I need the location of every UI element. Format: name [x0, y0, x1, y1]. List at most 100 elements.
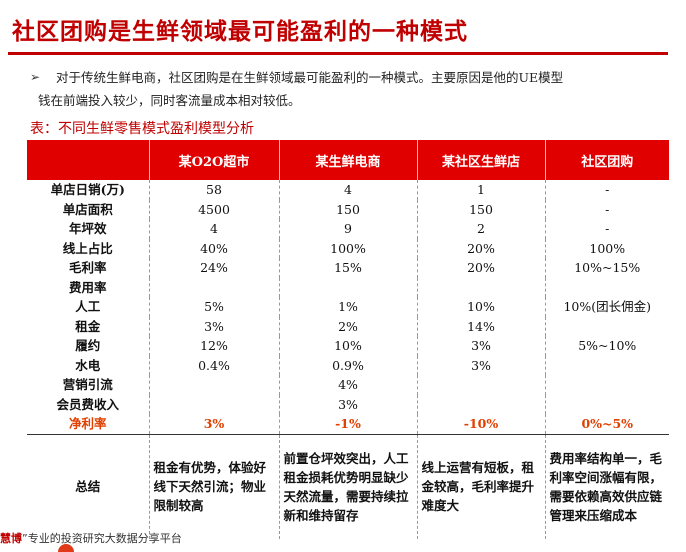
- table-cell: 58: [148, 180, 279, 200]
- header-cell-community-store: 某社区生鲜店: [416, 140, 545, 180]
- net-profit-row: 净利率 3% -1% -10% 0%~5%: [27, 414, 669, 435]
- table-cell: 15%: [278, 258, 417, 278]
- table-cell: [544, 277, 669, 297]
- table-cell: 2: [416, 219, 545, 239]
- table-cell: [148, 277, 279, 297]
- table-cell: 0.4%: [148, 355, 279, 375]
- row-label: 人工: [75, 299, 101, 315]
- table-row: 履约 12% 10% 3% 5%~10%: [27, 336, 669, 356]
- table-cell: 4: [278, 180, 417, 200]
- table-header-row: 某O2O超市 某生鲜电商 某社区生鲜店 社区团购: [27, 140, 669, 180]
- profit-model-table: 某O2O超市 某生鲜电商 某社区生鲜店 社区团购 单店日销(万) 58 4 1- 单店面…: [27, 140, 669, 539]
- table-cell: 前置仓坪效突出，人工租金损耗优势明显缺少天然流量，需要持续拉新和维持留存: [278, 434, 417, 539]
- table-cell: 租金有优势，体验好线下天然引流；物业限制较高: [148, 434, 279, 539]
- table-cell: 4500: [148, 199, 279, 219]
- intro-bullet: ➢ 对于传统生鲜电商，社区团购是在生鲜领域最可能盈利的一种模式。主要原因是他的U…: [30, 66, 670, 112]
- title-divider: [8, 52, 668, 55]
- intro-line-2: 钱在前端投入较少，同时客流量成本相对较低。: [38, 93, 301, 108]
- table-cell: 150: [278, 199, 417, 219]
- row-label: 线上占比: [62, 240, 113, 256]
- row-label: 毛利率: [68, 260, 107, 276]
- intro-line-1: 对于传统生鲜电商，社区团购是在生鲜领域最可能盈利的一种模式。主要原因是他的UE模…: [56, 70, 564, 85]
- table-row: 水电 0.4% 0.9% 3%: [27, 355, 669, 375]
- row-label: 年坪效: [68, 221, 107, 237]
- table-cell: 14%: [416, 316, 545, 336]
- table-cell: 费用率结构单一，毛利率空间涨幅有限，需要依赖高效供应链管理来压缩成本: [544, 434, 669, 539]
- row-label: 单店日销(万): [50, 182, 125, 198]
- footer-brand: 慧博: [0, 532, 22, 545]
- footer-text: ”专业的投资研究大数据分享平台: [22, 532, 182, 545]
- table-cell: 0%~5%: [544, 414, 669, 435]
- table-row: 会员费收入 3%: [27, 394, 669, 414]
- table-cell: 5%: [148, 297, 279, 317]
- table-cell: -: [544, 219, 669, 239]
- table-cell: 24%: [148, 258, 279, 278]
- table-cell: -10%: [416, 414, 545, 435]
- table-cell: [416, 277, 545, 297]
- table-cell: 20%: [416, 238, 545, 258]
- table-cell: -: [544, 180, 669, 200]
- table-cell: [148, 375, 279, 395]
- table-cell: 3%: [416, 355, 545, 375]
- table-cell: 0.9%: [278, 355, 417, 375]
- table-cell: [544, 316, 669, 336]
- table-cell: [416, 375, 545, 395]
- table-cell: 线上运营有短板，租金较高，毛利率提升难度大: [416, 434, 545, 539]
- table-cell: 4: [148, 219, 279, 239]
- table-cell: 3%: [148, 316, 279, 336]
- table-cell: -: [544, 199, 669, 219]
- row-label: 总结: [75, 479, 101, 494]
- table-cell: 10%~15%: [544, 258, 669, 278]
- table-cell: [544, 355, 669, 375]
- table-cell: 40%: [148, 238, 279, 258]
- table-row: 费用率: [27, 277, 669, 297]
- footer-watermark: 慧博”专业的投资研究大数据分享平台: [0, 530, 182, 546]
- table-cell: 150: [416, 199, 545, 219]
- row-label: 单店面积: [62, 201, 113, 217]
- table-cell: 3%: [148, 414, 279, 435]
- table-cell: 100%: [278, 238, 417, 258]
- table-cell: 3%: [416, 336, 545, 356]
- table-row: 线上占比 40% 100% 20% 100%: [27, 238, 669, 258]
- table-cell: 3%: [278, 394, 417, 414]
- page-title: 社区团购是生鲜领域最可能盈利的一种模式: [12, 19, 468, 45]
- table-cell: 12%: [148, 336, 279, 356]
- table-row: 人工 5% 1% 10% 10%(团长佣金): [27, 297, 669, 317]
- header-cell-ecommerce: 某生鲜电商: [278, 140, 417, 180]
- table-cell: [278, 277, 417, 297]
- table-cell: 9: [278, 219, 417, 239]
- header-cell-blank: [27, 140, 149, 180]
- row-label: 会员费收入: [56, 396, 119, 412]
- table-cell: 20%: [416, 258, 545, 278]
- header-cell-o2o: 某O2O超市: [148, 140, 279, 180]
- table-cell: [544, 375, 669, 395]
- table-row: 营销引流 4%: [27, 375, 669, 395]
- row-label: 净利率: [27, 414, 149, 435]
- table-cell: 1: [416, 180, 545, 200]
- row-label: 水电: [75, 357, 101, 373]
- row-label: 费用率: [68, 279, 107, 295]
- header-cell-group-buying: 社区团购: [544, 140, 669, 180]
- table-cell: 10%: [278, 336, 417, 356]
- table-cell: 10%(团长佣金): [544, 297, 669, 317]
- table-cell: 100%: [544, 238, 669, 258]
- footer-logo-icon: [58, 544, 74, 552]
- table-cell: [544, 394, 669, 414]
- row-label: 租金: [75, 318, 101, 334]
- row-label: 营销引流: [62, 377, 113, 393]
- table-row: 租金 3% 2% 14%: [27, 316, 669, 336]
- table-row: 单店日销(万) 58 4 1-: [27, 180, 669, 200]
- table-row: 年坪效 4 9 2-: [27, 219, 669, 239]
- table-cell: 2%: [278, 316, 417, 336]
- table-cell: 1%: [278, 297, 417, 317]
- table-cell: [416, 394, 545, 414]
- table-cell: [148, 394, 279, 414]
- summary-row: 总结 租金有优势，体验好线下天然引流；物业限制较高 前置仓坪效突出，人工租金损耗优势…: [27, 434, 669, 539]
- table-cell: 10%: [416, 297, 545, 317]
- arrow-bullet-icon: ➢: [30, 70, 41, 84]
- table-row: 毛利率 24% 15% 20% 10%~15%: [27, 258, 669, 278]
- table-cell: 5%~10%: [544, 336, 669, 356]
- row-label: 履约: [75, 338, 101, 354]
- table-cell: 4%: [278, 375, 417, 395]
- table-title: 表：不同生鲜零售模式盈利模型分析: [30, 121, 254, 137]
